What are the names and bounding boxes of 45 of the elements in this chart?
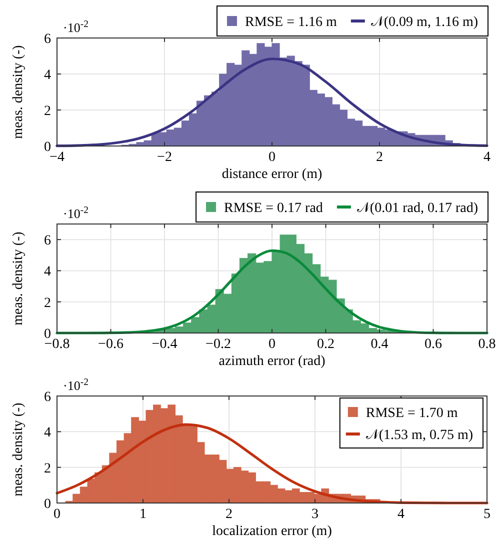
- x-tick-label: −0.6: [98, 337, 124, 352]
- y-axis-title: meas. density (-): [11, 44, 26, 139]
- x-tick-label: −4: [50, 150, 64, 165]
- y-tick-label: 2: [44, 104, 51, 119]
- x-tick-label: 0.8: [478, 337, 496, 352]
- x-tick-label: 4: [484, 150, 490, 165]
- y-tick-label: 4: [44, 426, 51, 441]
- x-tick-label: 2: [376, 150, 383, 165]
- y-tick-label: 6: [44, 390, 51, 405]
- x-tick-label: 1: [140, 507, 146, 522]
- x-axis-title: localization error (m): [212, 524, 332, 539]
- text: ·10$^{-2}$: [63, 18, 89, 35]
- y-axis-title: meas. density (-): [11, 231, 26, 326]
- y-tick-label: 2: [44, 461, 51, 476]
- x-tick-label: 5: [484, 507, 490, 522]
- y-tick-label: 2: [44, 296, 51, 311]
- legend-label: 𝒩(0.01 rad, 0.17 rad): [356, 201, 478, 216]
- x-tick-label: 0: [268, 150, 276, 165]
- y-tick-label: 4: [44, 68, 51, 83]
- legend-label: RMSE = 0.17 rad: [224, 201, 323, 216]
- y-tick-label: 6: [44, 32, 51, 47]
- x-tick-label: 3: [312, 507, 318, 522]
- legend-label: RMSE = 1.70 m: [366, 406, 458, 421]
- legend-label: 𝒩(1.53 m, 0.75 m): [366, 428, 474, 443]
- x-tick-label: 0: [54, 507, 60, 522]
- legend-label: 𝒩(0.09 m, 1.16 m): [370, 15, 478, 30]
- y-tick-label: 4: [44, 264, 51, 280]
- x-tick-label: 0.4: [370, 337, 388, 352]
- y-tick-label: 6: [44, 234, 51, 249]
- text: ·10$^{-2}$: [63, 204, 89, 221]
- x-tick-label: −2: [157, 150, 172, 165]
- x-axis-title: distance error (m): [222, 167, 322, 182]
- x-tick-label: 0.6: [424, 337, 442, 352]
- x-tick-label: 0.2: [317, 337, 334, 352]
- text: ·10$^{-2}$: [63, 376, 89, 393]
- x-tick-label: 2: [226, 507, 232, 522]
- x-tick-label: 4: [398, 507, 404, 522]
- x-axis-title: azimuth error (rad): [218, 354, 326, 369]
- y-tick-label: 0: [44, 140, 51, 155]
- y-tick-label: 0: [44, 497, 51, 512]
- x-tick-label: −0.4: [152, 337, 178, 352]
- y-axis-title: meas. density (-): [11, 402, 26, 496]
- legend-label: RMSE = 1.16 m: [244, 15, 338, 30]
- x-tick-label: 0: [268, 337, 276, 352]
- x-tick-label: −0.2: [206, 337, 231, 352]
